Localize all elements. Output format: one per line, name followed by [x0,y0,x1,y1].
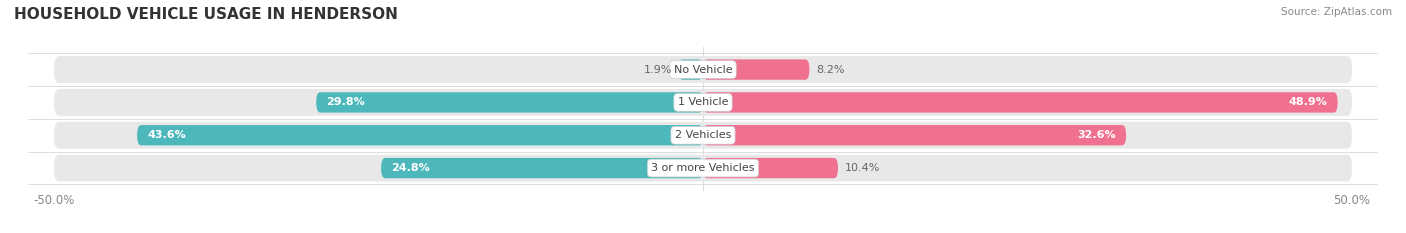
Text: HOUSEHOLD VEHICLE USAGE IN HENDERSON: HOUSEHOLD VEHICLE USAGE IN HENDERSON [14,7,398,22]
Text: 43.6%: 43.6% [148,130,186,140]
FancyBboxPatch shape [53,155,1353,182]
FancyBboxPatch shape [703,158,838,178]
Text: No Vehicle: No Vehicle [673,65,733,75]
FancyBboxPatch shape [678,59,703,80]
FancyBboxPatch shape [138,125,703,145]
Text: 1.9%: 1.9% [644,65,672,75]
Text: 24.8%: 24.8% [391,163,430,173]
FancyBboxPatch shape [53,122,1353,149]
Text: 1 Vehicle: 1 Vehicle [678,97,728,107]
Text: 2 Vehicles: 2 Vehicles [675,130,731,140]
Text: 3 or more Vehicles: 3 or more Vehicles [651,163,755,173]
Text: 29.8%: 29.8% [326,97,366,107]
Text: 10.4%: 10.4% [845,163,880,173]
Text: 32.6%: 32.6% [1077,130,1116,140]
Text: Source: ZipAtlas.com: Source: ZipAtlas.com [1281,7,1392,17]
FancyBboxPatch shape [703,125,1126,145]
FancyBboxPatch shape [703,59,810,80]
Text: 48.9%: 48.9% [1288,97,1327,107]
FancyBboxPatch shape [381,158,703,178]
FancyBboxPatch shape [53,56,1353,83]
FancyBboxPatch shape [53,89,1353,116]
FancyBboxPatch shape [703,92,1337,113]
FancyBboxPatch shape [316,92,703,113]
Text: 8.2%: 8.2% [815,65,845,75]
